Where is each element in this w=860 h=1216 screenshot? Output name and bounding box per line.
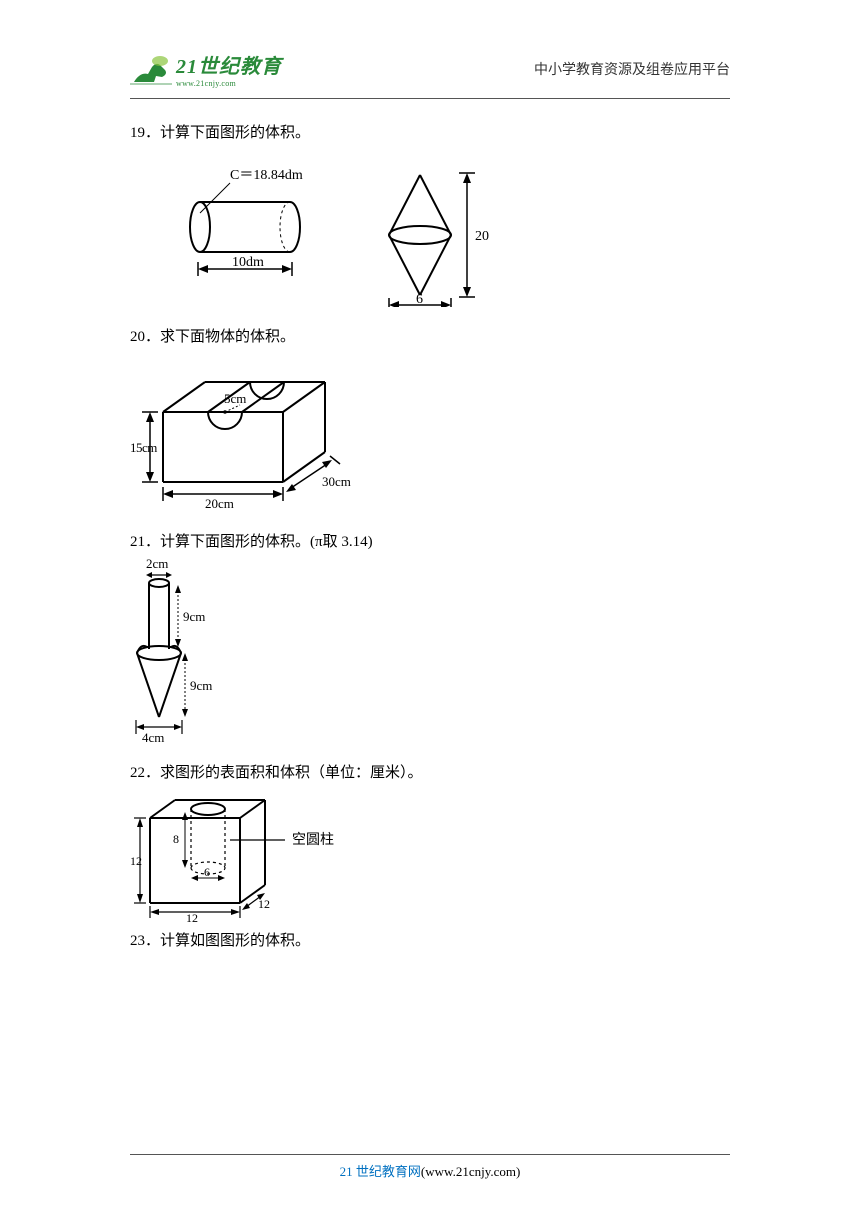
label-6: 6 — [204, 865, 210, 879]
question-23: 23．计算如图图形的体积。 — [130, 929, 730, 950]
label-5cm: 5cm — [224, 391, 246, 406]
figure-19-row: C＝18.84dm 10dm 20 — [170, 167, 730, 307]
label-10dm: 10dm — [232, 255, 264, 270]
question-19: 19．计算下面图形的体积。 — [130, 121, 730, 142]
figure-20-block: 5cm 15cm 20cm 30cm — [130, 352, 370, 512]
label-20: 20 — [475, 229, 489, 244]
label-12-right: 12 — [258, 897, 270, 911]
label-20cm: 20cm — [205, 496, 234, 511]
label-c: C＝18.84dm — [230, 168, 303, 183]
logo: 21世纪教育 www.21cnjy.com — [130, 50, 282, 88]
figure-21-composite: 2cm 9cm 9cm 4cm — [130, 557, 230, 747]
footer-divider — [130, 1154, 730, 1155]
label-30cm: 30cm — [322, 474, 351, 489]
figure-22-cube-hollow: 8 6 12 12 12 空圆柱 — [130, 788, 390, 923]
label-9cm-top: 9cm — [183, 609, 205, 624]
label-9cm-bot: 9cm — [190, 678, 212, 693]
label-15cm: 15cm — [130, 440, 157, 455]
question-22: 22．求图形的表面积和体积（单位：厘米）。 — [130, 761, 730, 782]
footer-brand: 21 世纪教育网 — [340, 1164, 421, 1179]
label-6: 6 — [416, 292, 423, 307]
label-12-left: 12 — [130, 854, 142, 868]
content: 19．计算下面图形的体积。 C＝18.84dm 10dm — [0, 99, 860, 950]
footer-url: (www.21cnjy.com) — [421, 1164, 520, 1179]
logo-runner-icon — [130, 52, 172, 87]
question-21: 21．计算下面图形的体积。(π取 3.14) — [130, 530, 730, 551]
label-hollow: 空圆柱 — [292, 832, 334, 848]
logo-sub-text: www.21cnjy.com — [176, 79, 282, 88]
figure-19b-cones: 20 6 — [375, 167, 495, 307]
label-12-bot: 12 — [186, 911, 198, 923]
page-footer: 21 世纪教育网(www.21cnjy.com) — [0, 1154, 860, 1180]
question-20: 20．求下面物体的体积。 — [130, 325, 730, 346]
label-4cm: 4cm — [142, 730, 164, 745]
logo-main-text: 21世纪教育 — [176, 50, 282, 79]
header-right-text: 中小学教育资源及组卷应用平台 — [534, 59, 730, 79]
figure-19a-cylinder: C＝18.84dm 10dm — [170, 167, 325, 287]
page-header: 21世纪教育 www.21cnjy.com 中小学教育资源及组卷应用平台 — [0, 0, 860, 98]
label-2cm: 2cm — [146, 557, 168, 571]
label-8: 8 — [173, 832, 179, 846]
